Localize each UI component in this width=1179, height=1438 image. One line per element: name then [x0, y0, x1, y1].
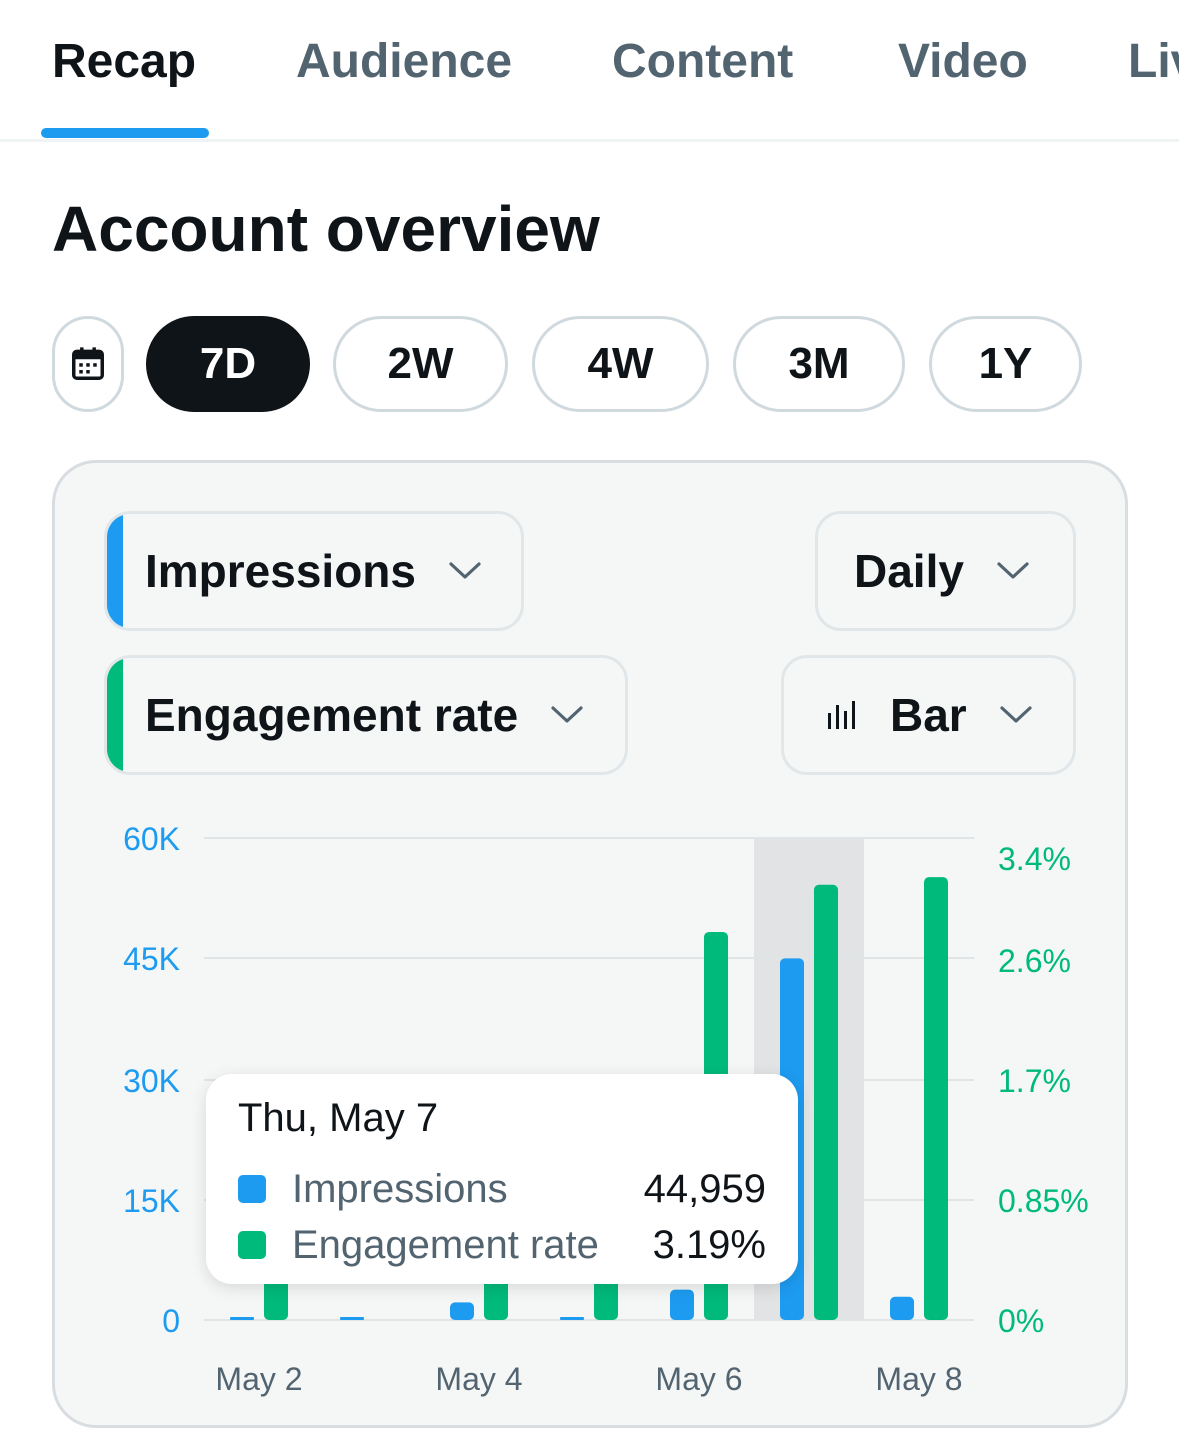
tooltip-impressions-value: 44,959	[643, 1166, 766, 1211]
calendar-button[interactable]	[52, 316, 124, 412]
tab-bar: Recap Audience Content Video Live	[0, 0, 1179, 142]
tab-live[interactable]: Live	[1128, 35, 1179, 88]
interval-label: Daily	[854, 545, 964, 597]
impressions-color-stripe	[107, 514, 123, 628]
metric2-dropdown[interactable]: Engagement rate	[104, 655, 628, 775]
metric1-label: Impressions	[145, 545, 416, 597]
tooltip-row-engagement: Engagement rate 3.19%	[238, 1220, 766, 1270]
chevron-down-icon	[449, 562, 481, 579]
chart-type-dropdown[interactable]: Bar	[781, 655, 1076, 775]
range-4w-button[interactable]: 4W	[532, 316, 709, 412]
range-7d-button[interactable]: 7D	[146, 316, 310, 412]
page-title: Account overview	[52, 193, 600, 265]
tooltip-impressions-label: Impressions	[292, 1166, 508, 1211]
tab-video[interactable]: Video	[898, 35, 1028, 88]
metric2-label: Engagement rate	[145, 689, 519, 741]
chevron-down-icon	[551, 706, 583, 723]
chart-tooltip: Thu, May 7 Impressions 44,959 Engagement…	[206, 1074, 798, 1284]
chevron-down-icon	[1000, 706, 1032, 723]
metric1-dropdown[interactable]: Impressions	[104, 511, 524, 631]
tooltip-engagement-value: 3.19%	[652, 1222, 766, 1267]
engagement-swatch	[238, 1231, 266, 1259]
bar-chart-icon	[828, 701, 855, 729]
tooltip-row-impressions: Impressions 44,959	[238, 1164, 766, 1214]
tab-recap[interactable]: Recap	[52, 35, 197, 88]
range-1y-button[interactable]: 1Y	[929, 316, 1082, 412]
tab-audience[interactable]: Audience	[296, 35, 513, 88]
tooltip-engagement-label: Engagement rate	[292, 1222, 599, 1267]
range-2w-button[interactable]: 2W	[333, 316, 508, 412]
tab-content[interactable]: Content	[612, 35, 794, 88]
impressions-swatch	[238, 1175, 266, 1203]
range-3m-button[interactable]: 3M	[733, 316, 905, 412]
chart-type-label: Bar	[890, 689, 967, 741]
interval-dropdown[interactable]: Daily	[815, 511, 1076, 631]
engagement-color-stripe	[107, 658, 123, 772]
tooltip-date: Thu, May 7	[238, 1096, 439, 1140]
active-tab-indicator	[41, 128, 209, 138]
calendar-icon	[72, 347, 104, 380]
chevron-down-icon	[997, 562, 1029, 579]
